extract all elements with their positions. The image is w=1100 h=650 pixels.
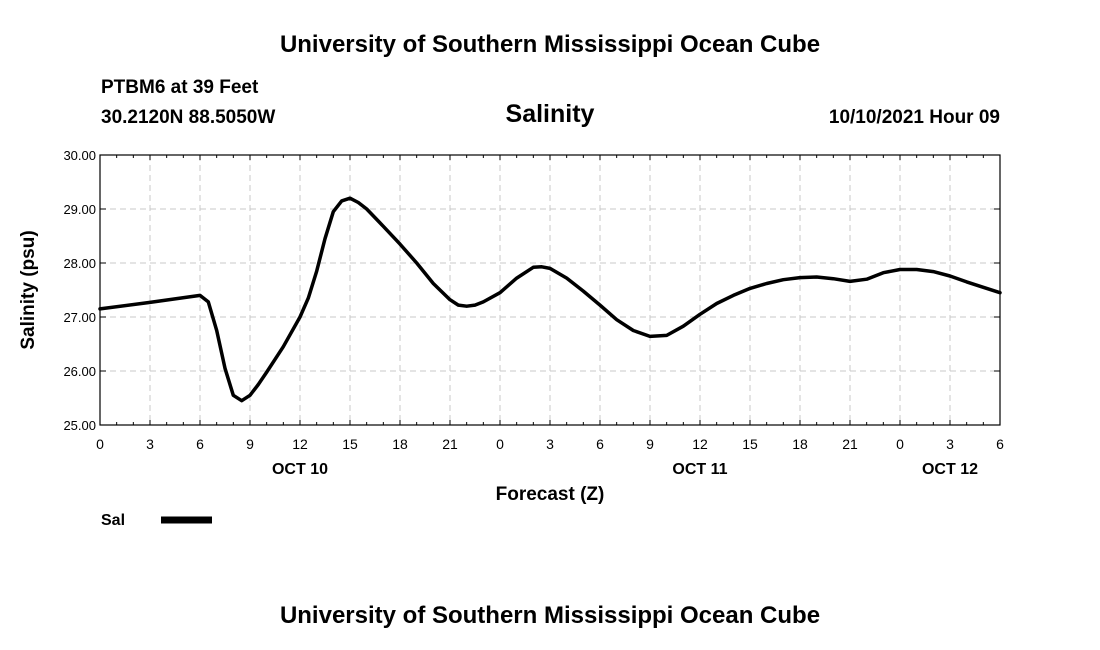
x-tick-label: 15 bbox=[742, 436, 758, 452]
datetime-label: 10/10/2021 Hour 09 bbox=[828, 107, 1000, 128]
x-tick-label: 0 bbox=[96, 436, 104, 452]
x-tick-label: 9 bbox=[646, 436, 654, 452]
date-label: OCT 10 bbox=[272, 461, 328, 478]
y-axis-label: Salinity (psu) bbox=[18, 230, 39, 349]
plot-frame bbox=[99, 154, 1001, 426]
x-tick-label: 12 bbox=[292, 436, 308, 452]
x-tick-label: 3 bbox=[946, 436, 954, 452]
x-tick-label: 9 bbox=[246, 436, 254, 452]
ticks-layer: 0 3 6 9 12 15 18 21 0 3 6 9 12 15 18 21 0 3 6 25.00 26.00 27.… bbox=[63, 148, 1004, 478]
x-tick-label: 18 bbox=[392, 436, 408, 452]
date-label: OCT 11 bbox=[672, 461, 727, 478]
grid-layer bbox=[100, 155, 1000, 425]
x-tick-label: 18 bbox=[792, 436, 808, 452]
legend: Sal bbox=[101, 512, 212, 529]
page-title-bottom: University of Southern Mississippi Ocean… bbox=[279, 602, 821, 629]
x-tick-label: 21 bbox=[842, 436, 858, 452]
coordinates-label: 30.2120N 88.5050W bbox=[101, 107, 276, 128]
y-tick-label: 30.00 bbox=[63, 148, 96, 163]
x-tick-label: 6 bbox=[196, 436, 204, 452]
legend-label: Sal bbox=[101, 512, 125, 529]
x-tick-label: 0 bbox=[496, 436, 504, 452]
y-tick-label: 27.00 bbox=[63, 310, 96, 325]
x-tick-label: 6 bbox=[596, 436, 604, 452]
y-tick-label: 26.00 bbox=[63, 364, 96, 379]
x-tick-label: 12 bbox=[692, 436, 708, 452]
page-title-top: University of Southern Mississippi Ocean… bbox=[279, 31, 821, 58]
x-tick-label: 6 bbox=[996, 436, 1004, 452]
x-tick-label: 15 bbox=[342, 436, 358, 452]
x-tick-label: 3 bbox=[146, 436, 154, 452]
x-tick-label: 0 bbox=[896, 436, 904, 452]
chart-title: Salinity bbox=[505, 100, 595, 128]
y-tick-label: 25.00 bbox=[63, 418, 96, 433]
series-layer bbox=[98, 196, 1002, 403]
date-label: OCT 12 bbox=[922, 461, 978, 478]
station-label: PTBM6 at 39 Feet bbox=[101, 77, 259, 98]
x-axis-label: Forecast (Z) bbox=[496, 484, 605, 505]
y-tick-label: 28.00 bbox=[63, 256, 96, 271]
x-tick-label: 3 bbox=[546, 436, 554, 452]
x-tick-label: 21 bbox=[442, 436, 458, 452]
y-tick-label: 29.00 bbox=[63, 202, 96, 217]
salinity-series-line bbox=[98, 196, 1002, 403]
